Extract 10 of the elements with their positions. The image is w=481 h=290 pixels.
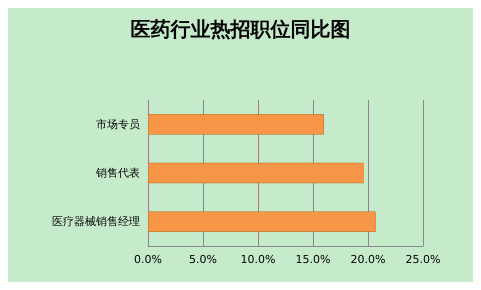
- x-tick-label: 10.0%: [240, 253, 276, 266]
- y-tick-label: 销售代表: [95, 166, 140, 180]
- y-tick-label: 医疗器械销售经理: [52, 215, 140, 228]
- x-tick-label: 20.0%: [350, 253, 386, 266]
- y-tick-label: 市场专员: [96, 118, 140, 131]
- x-tick-label: 25.0%: [406, 253, 440, 266]
- x-tick-label: 0.0%: [134, 253, 162, 266]
- chart-title: 医药行业热招职位同比图: [130, 17, 350, 41]
- x-tick-label: 5.0%: [189, 253, 217, 266]
- x-tick-label: 15.0%: [296, 253, 330, 266]
